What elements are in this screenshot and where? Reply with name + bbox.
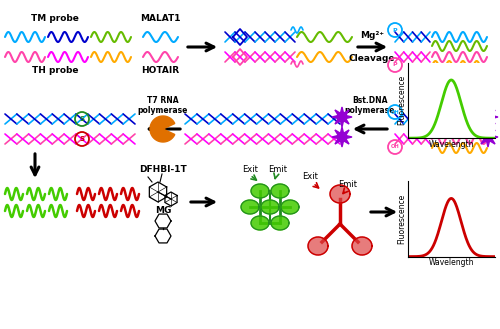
- Text: T7 RNA
polymerase: T7 RNA polymerase: [138, 96, 188, 115]
- Text: Exit: Exit: [242, 165, 258, 174]
- Text: S: S: [80, 116, 84, 122]
- Text: OH: OH: [390, 144, 400, 149]
- Polygon shape: [332, 107, 352, 127]
- Text: OH: OH: [390, 110, 400, 114]
- Polygon shape: [330, 185, 350, 203]
- Text: Mg²⁺: Mg²⁺: [360, 31, 384, 40]
- Y-axis label: Fluorescence: Fluorescence: [397, 75, 406, 125]
- Text: P: P: [392, 28, 398, 33]
- Circle shape: [443, 75, 461, 93]
- Text: S: S: [80, 136, 84, 142]
- Polygon shape: [281, 200, 299, 214]
- Text: Emit: Emit: [338, 180, 357, 189]
- X-axis label: Wavelength: Wavelength: [428, 258, 474, 267]
- Polygon shape: [251, 216, 269, 230]
- Polygon shape: [352, 237, 372, 255]
- Polygon shape: [251, 184, 269, 198]
- Text: TH probe: TH probe: [32, 66, 78, 75]
- Text: Bst.DNA
polymerase: Bst.DNA polymerase: [345, 96, 395, 115]
- Text: DFHBI-1T: DFHBI-1T: [139, 165, 187, 174]
- Polygon shape: [332, 127, 352, 147]
- Text: PNK: PNK: [470, 80, 493, 90]
- Text: Exit: Exit: [302, 172, 318, 181]
- Polygon shape: [271, 184, 289, 198]
- Polygon shape: [271, 216, 289, 230]
- Text: Cleavage: Cleavage: [349, 54, 395, 63]
- Text: MALAT1: MALAT1: [140, 14, 180, 23]
- Polygon shape: [478, 107, 498, 127]
- Text: Emit: Emit: [268, 165, 287, 174]
- Text: TM probe: TM probe: [31, 14, 79, 23]
- Text: HOTAIR: HOTAIR: [141, 66, 179, 75]
- X-axis label: Wavelength: Wavelength: [428, 139, 474, 149]
- Text: P: P: [392, 63, 398, 67]
- Polygon shape: [261, 200, 279, 214]
- Text: MG: MG: [155, 206, 171, 215]
- Polygon shape: [308, 237, 328, 255]
- Y-axis label: Fluorescence: Fluorescence: [397, 194, 406, 244]
- Polygon shape: [150, 116, 175, 142]
- Polygon shape: [478, 127, 498, 147]
- Polygon shape: [241, 200, 259, 214]
